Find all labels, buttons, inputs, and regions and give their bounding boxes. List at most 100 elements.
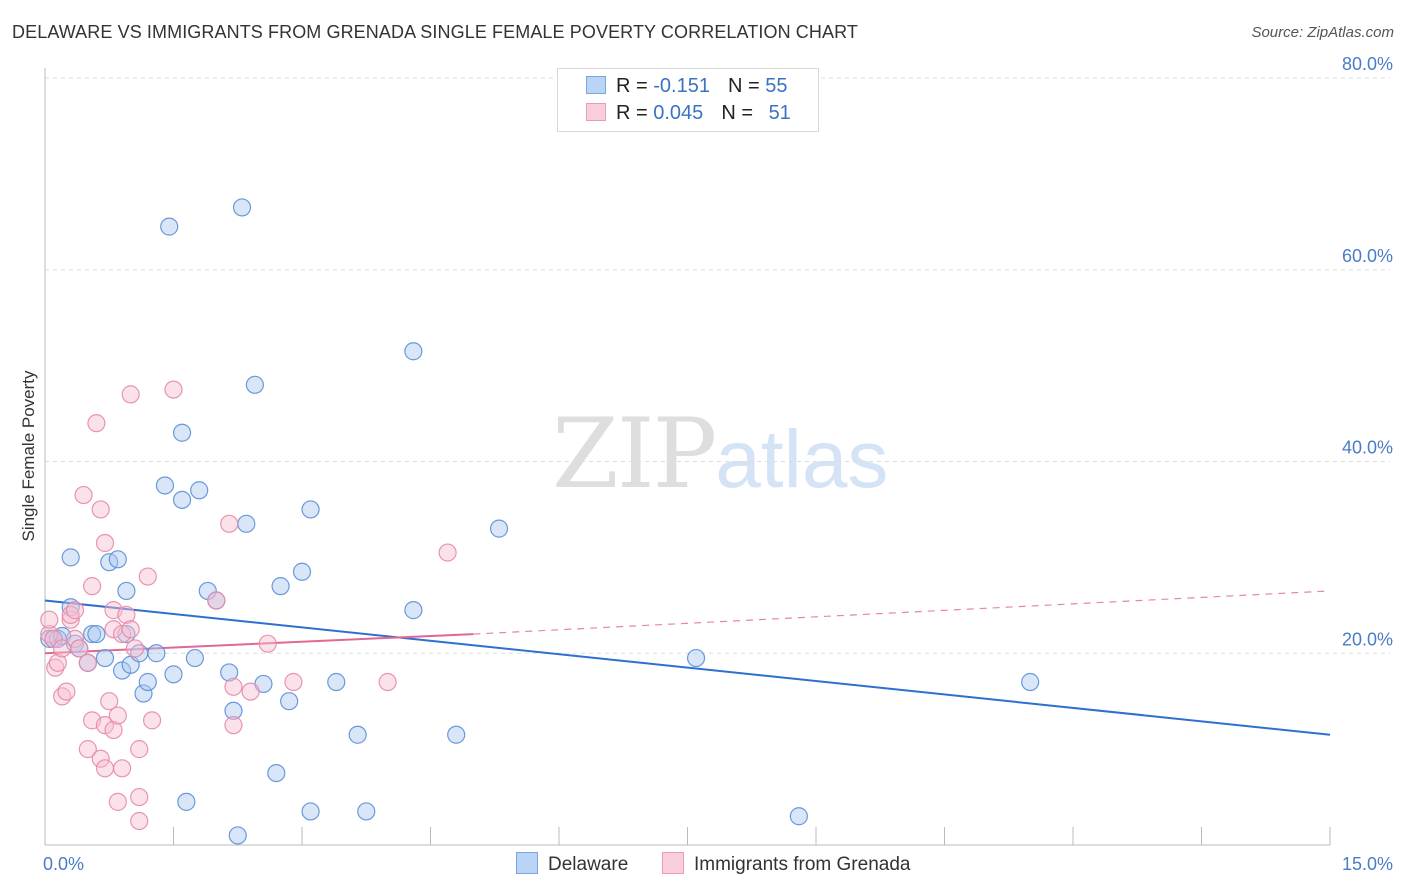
grenada-point bbox=[121, 385, 140, 404]
y-tick-label: 60.0% bbox=[1342, 246, 1393, 266]
points-layer bbox=[40, 198, 1040, 845]
legend-n-label: N = bbox=[721, 102, 759, 124]
delaware-point bbox=[327, 672, 346, 692]
delaware-point bbox=[87, 624, 106, 644]
bottom-legend-swatch-blue bbox=[516, 852, 538, 874]
bottom-legend-label: Delaware bbox=[548, 854, 629, 875]
bottom-legend-swatch-pink bbox=[662, 852, 684, 874]
grenada-point bbox=[83, 577, 102, 596]
grenada-point bbox=[121, 620, 140, 639]
grenada-point bbox=[438, 543, 457, 562]
delaware-point bbox=[789, 807, 808, 826]
delaware-point bbox=[357, 802, 376, 821]
grenada-point bbox=[70, 639, 89, 658]
grenada-point bbox=[220, 514, 239, 533]
delaware-point bbox=[404, 342, 423, 361]
grenada-point bbox=[65, 629, 85, 648]
delaware-point bbox=[1021, 672, 1040, 692]
delaware-point bbox=[160, 217, 179, 236]
grenada-point bbox=[117, 605, 136, 625]
grenada-point bbox=[224, 716, 243, 735]
grenada-point bbox=[284, 672, 303, 692]
delaware-point bbox=[190, 481, 209, 500]
grenada-point bbox=[130, 811, 149, 831]
delaware-point bbox=[224, 701, 243, 720]
x-tick-label: 15.0% bbox=[1342, 854, 1393, 874]
grenada-point bbox=[46, 658, 65, 677]
legend-n-value: 55 bbox=[765, 75, 788, 97]
delaware-point bbox=[108, 550, 127, 569]
delaware-point bbox=[134, 684, 153, 703]
legend-r-value: -0.151 bbox=[653, 75, 710, 97]
delaware-point bbox=[348, 725, 367, 744]
grenada-point bbox=[65, 601, 85, 620]
delaware-point bbox=[177, 792, 196, 811]
y-axis-label: Single Female Poverty bbox=[19, 370, 38, 542]
delaware-point bbox=[117, 581, 136, 601]
delaware-point bbox=[280, 692, 299, 711]
grenada-point bbox=[91, 500, 110, 519]
y-tick-label: 40.0% bbox=[1342, 438, 1393, 458]
grenada-point bbox=[48, 653, 67, 672]
grenada-point bbox=[164, 380, 183, 399]
delaware-point bbox=[245, 375, 264, 394]
tick-label-layer: 20.0% 40.0% 60.0% 80.0% 0.0% 15.0% bbox=[43, 54, 1393, 874]
grenada-point bbox=[108, 706, 127, 725]
grenada-point bbox=[61, 610, 80, 629]
grenada-point bbox=[40, 610, 59, 629]
grenada-point bbox=[78, 653, 97, 672]
grenada-point bbox=[108, 792, 127, 811]
grid-layer bbox=[45, 77, 1390, 654]
chart-title: DELAWARE VS IMMIGRANTS FROM GRENADA SING… bbox=[12, 22, 858, 42]
delaware-point bbox=[164, 665, 183, 684]
y-tick-label: 80.0% bbox=[1342, 54, 1393, 74]
delaware-trend-line bbox=[44, 599, 1331, 736]
grenada-point bbox=[130, 787, 149, 807]
grenada-point bbox=[130, 740, 149, 759]
delaware-point bbox=[292, 562, 312, 581]
grenada-point bbox=[74, 485, 93, 505]
delaware-point bbox=[228, 826, 247, 845]
legend-swatch-blue bbox=[586, 76, 606, 94]
delaware-point bbox=[686, 648, 706, 668]
grenada-point bbox=[138, 567, 157, 586]
legend-r-label: R = bbox=[616, 102, 654, 124]
delaware-point bbox=[301, 802, 320, 821]
delaware-point bbox=[155, 476, 175, 495]
grenada-point bbox=[112, 624, 132, 644]
grenada-trend-extension bbox=[473, 590, 1331, 635]
grenada-point bbox=[57, 682, 76, 701]
grenada-point bbox=[207, 591, 226, 610]
grenada-point bbox=[100, 692, 119, 711]
delaware-point bbox=[447, 725, 466, 744]
x-tick-label: 0.0% bbox=[43, 854, 84, 874]
delaware-point bbox=[232, 198, 252, 217]
legend-row-delaware: R = -0.151 N = 55 bbox=[586, 75, 787, 101]
delaware-point bbox=[267, 763, 286, 783]
bottom-legend-label: Immigrants from Grenada bbox=[694, 854, 911, 875]
legend-r-label: R = bbox=[616, 75, 654, 97]
grenada-point bbox=[224, 677, 243, 696]
delaware-point bbox=[301, 500, 320, 519]
delaware-point bbox=[95, 648, 115, 668]
delaware-point bbox=[237, 514, 256, 533]
stats-legend: R = -0.151 N = 55 R = 0.045 N = 51 bbox=[557, 68, 819, 132]
delaware-point bbox=[220, 663, 239, 682]
legend-n-value: 51 bbox=[768, 102, 791, 124]
grenada-point bbox=[112, 759, 132, 778]
grenada-point bbox=[95, 759, 115, 778]
grenada-point bbox=[95, 533, 115, 553]
delaware-point bbox=[172, 490, 192, 509]
grenada-point bbox=[258, 634, 277, 653]
grenada-point bbox=[142, 711, 162, 730]
grenada-point bbox=[87, 414, 106, 433]
grenada-point bbox=[91, 749, 110, 768]
axis-layer bbox=[44, 68, 1331, 846]
delaware-point bbox=[138, 672, 157, 692]
delaware-point bbox=[404, 601, 423, 620]
legend-row-grenada: R = 0.045 N = 51 bbox=[586, 102, 791, 128]
grenada-point bbox=[378, 672, 397, 692]
delaware-point bbox=[83, 624, 102, 644]
grenada-point bbox=[241, 682, 260, 701]
legend-r-value: 0.045 bbox=[653, 102, 704, 124]
